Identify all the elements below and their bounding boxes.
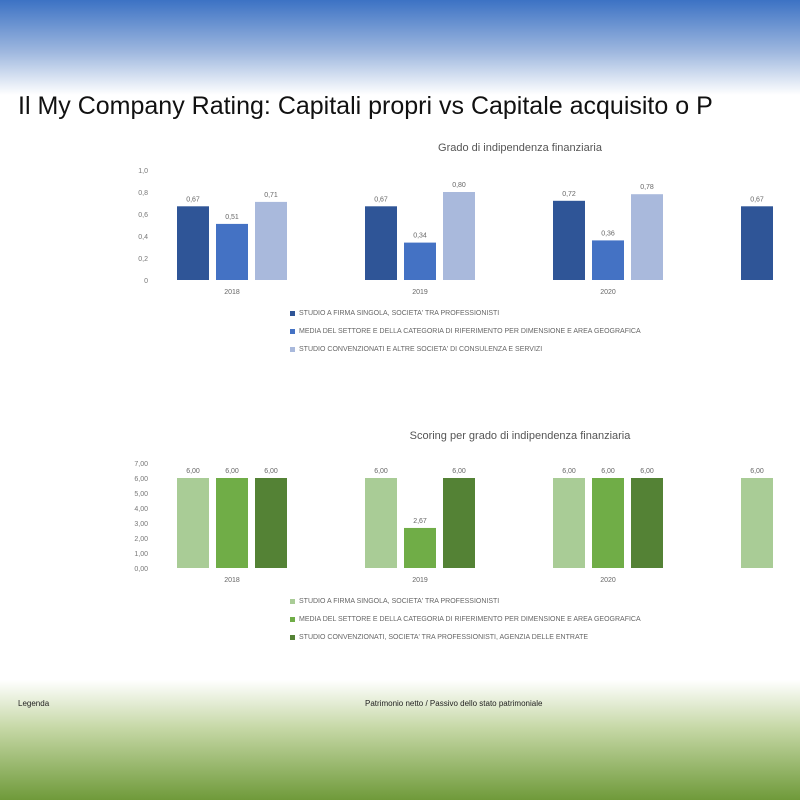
- data-label: 6,00: [562, 468, 576, 475]
- x-tick-label: 2019: [412, 289, 428, 296]
- legend-item: MEDIA DEL SETTORE E DELLA CATEGORIA DI R…: [290, 616, 641, 623]
- y-tick-label: 0,4: [138, 234, 148, 241]
- x-tick-label: 2018: [224, 577, 240, 584]
- data-label: 6,00: [186, 468, 200, 475]
- legend-swatch: [290, 617, 295, 622]
- bar: [631, 478, 663, 568]
- x-tick-label: 2018: [224, 289, 240, 296]
- y-tick-label: 0,6: [138, 212, 148, 219]
- bar: [255, 478, 287, 568]
- data-label: 0,67: [374, 196, 388, 203]
- legend-swatch: [290, 311, 295, 316]
- bar: [592, 240, 624, 280]
- legend-label: STUDIO CONVENZIONATI E ALTRE SOCIETA' DI…: [299, 346, 543, 353]
- legend-item: STUDIO CONVENZIONATI, SOCIETA' TRA PROFE…: [290, 634, 641, 641]
- y-tick-label: 5,00: [134, 491, 148, 498]
- data-label: 6,00: [601, 468, 615, 475]
- data-label: 6,00: [225, 468, 239, 475]
- legend-swatch: [290, 347, 295, 352]
- bar: [741, 206, 773, 280]
- bar: [365, 206, 397, 280]
- bar: [592, 478, 624, 568]
- data-label: 6,00: [264, 468, 278, 475]
- footer-formula: Patrimonio netto / Passivo dello stato p…: [365, 699, 543, 708]
- chart-plot: 0 0,2 0,4 0,6 0,8 1,0 0,67 0,51 0,71 2018 0,67 0,34…: [138, 168, 773, 296]
- bar: [255, 201, 287, 280]
- bar: [216, 478, 248, 568]
- y-tick-label: 4,00: [134, 506, 148, 513]
- chart-plot: 0,00 1,00 2,00 3,00 4,00 5,00 6,00 7,00 6,00 6,00…: [134, 461, 773, 584]
- legend-item: STUDIO A FIRMA SINGOLA, SOCIETA' TRA PRO…: [290, 310, 641, 317]
- bar: [404, 242, 436, 280]
- data-label: 0,67: [186, 196, 200, 203]
- legend-item: STUDIO CONVENZIONATI E ALTRE SOCIETA' DI…: [290, 346, 641, 353]
- bar: [553, 200, 585, 280]
- data-label: 0,72: [562, 191, 576, 198]
- data-label: 0,51: [225, 214, 239, 221]
- legend-label: STUDIO CONVENZIONATI, SOCIETA' TRA PROFE…: [299, 634, 589, 641]
- x-tick-label: 2020: [600, 577, 616, 584]
- bar: [553, 478, 585, 568]
- legend-label: MEDIA DEL SETTORE E DELLA CATEGORIA DI R…: [299, 328, 641, 335]
- data-label: 0,80: [452, 182, 466, 189]
- x-tick-label: 2019: [412, 577, 428, 584]
- bar: [365, 478, 397, 568]
- y-tick-label: 1,00: [134, 551, 148, 558]
- legend-label: MEDIA DEL SETTORE E DELLA CATEGORIA DI R…: [299, 616, 641, 623]
- legend-swatch: [290, 635, 295, 640]
- y-tick-label: 6,00: [134, 476, 148, 483]
- chart-scoring: Scoring per grado di indipendenza finanz…: [120, 428, 800, 653]
- data-label: 6,00: [374, 468, 388, 475]
- data-label: 6,00: [452, 468, 466, 475]
- bar: [404, 527, 436, 568]
- y-tick-label: 3,00: [134, 521, 148, 528]
- bar: [216, 223, 248, 280]
- data-label: 6,00: [640, 468, 654, 475]
- y-tick-label: 2,00: [134, 536, 148, 543]
- legend-swatch: [290, 599, 295, 604]
- data-label: 0,78: [640, 184, 654, 191]
- legend-label: STUDIO A FIRMA SINGOLA, SOCIETA' TRA PRO…: [299, 598, 500, 605]
- y-tick-label: 7,00: [134, 461, 148, 468]
- legend-item: MEDIA DEL SETTORE E DELLA CATEGORIA DI R…: [290, 328, 641, 335]
- bar: [741, 478, 773, 568]
- data-label: 0,71: [264, 192, 278, 199]
- legend-label: STUDIO A FIRMA SINGOLA, SOCIETA' TRA PRO…: [299, 310, 500, 317]
- x-tick-label: 2020: [600, 289, 616, 296]
- data-label: 2,67: [413, 518, 427, 525]
- chart-legend: STUDIO A FIRMA SINGOLA, SOCIETA' TRA PRO…: [290, 598, 641, 652]
- slide-title: Il My Company Rating: Capitali propri vs…: [18, 92, 713, 120]
- data-label: 6,00: [750, 468, 764, 475]
- chart-legend: STUDIO A FIRMA SINGOLA, SOCIETA' TRA PRO…: [290, 310, 641, 364]
- y-tick-label: 0,2: [138, 256, 148, 263]
- data-label: 0,34: [413, 233, 427, 240]
- chart-title: Grado di indipendenza finanziaria: [438, 142, 602, 154]
- data-label: 0,67: [750, 196, 764, 203]
- chart-independence: Grado di indipendenza finanziaria 0 0,2 0,…: [120, 140, 800, 360]
- y-tick-label: 0,8: [138, 190, 148, 197]
- footer-legend-label: Legenda: [18, 699, 50, 708]
- bar: [177, 478, 209, 568]
- data-label: 0,36: [601, 230, 615, 237]
- chart-title: Scoring per grado di indipendenza finanz…: [409, 430, 631, 442]
- legend-swatch: [290, 329, 295, 334]
- bar: [443, 478, 475, 568]
- y-tick-label: 1,0: [138, 168, 148, 175]
- y-tick-label: 0,00: [134, 566, 148, 573]
- bar: [177, 206, 209, 280]
- footer-gradient: [0, 680, 800, 800]
- bar: [631, 194, 663, 280]
- legend-item: STUDIO A FIRMA SINGOLA, SOCIETA' TRA PRO…: [290, 598, 641, 605]
- bar: [443, 192, 475, 280]
- header-gradient: [0, 0, 800, 95]
- y-tick-label: 0: [144, 278, 148, 285]
